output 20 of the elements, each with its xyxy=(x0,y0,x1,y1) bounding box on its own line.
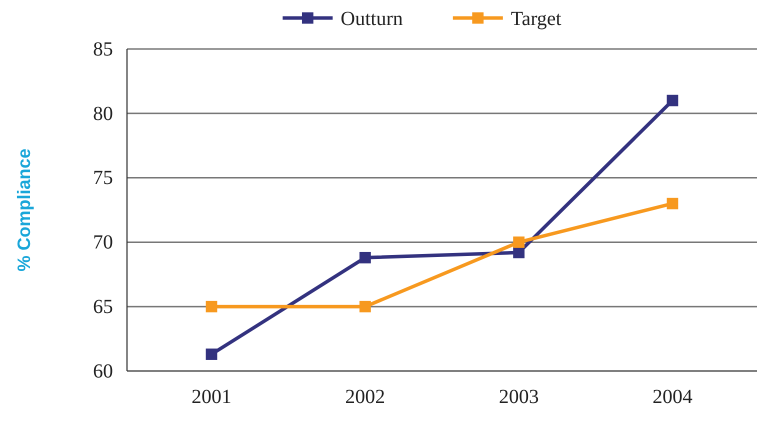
y-tick-label: 85 xyxy=(93,38,113,60)
x-tick-label: 2004 xyxy=(652,386,692,408)
y-tick-label: 80 xyxy=(93,102,113,125)
y-axis-title: % Compliance xyxy=(14,148,34,272)
y-tick-label: 70 xyxy=(93,232,113,254)
point xyxy=(359,300,371,312)
point xyxy=(359,252,371,264)
x-tick-label: 2002 xyxy=(345,386,386,408)
point xyxy=(666,94,678,106)
y-tick-label: 60 xyxy=(93,360,113,382)
legend-label: Target xyxy=(510,8,562,30)
point xyxy=(206,300,218,312)
point xyxy=(666,198,678,210)
y-tick-label: 65 xyxy=(93,296,113,318)
point xyxy=(513,236,525,248)
legend-label: Outturn xyxy=(340,8,403,30)
x-tick-label: 2001 xyxy=(192,386,232,408)
x-tick-label: 2003 xyxy=(498,386,539,408)
y-tick-label: 75 xyxy=(93,167,113,190)
point xyxy=(206,348,218,360)
